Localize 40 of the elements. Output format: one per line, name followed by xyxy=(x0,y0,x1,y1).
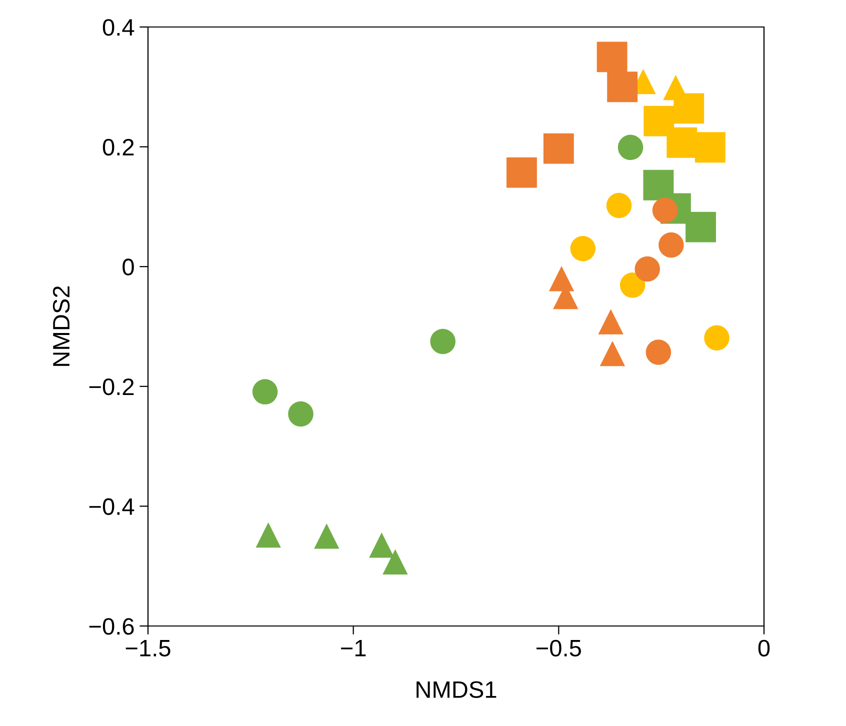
point xyxy=(666,127,698,158)
point xyxy=(607,72,638,102)
point xyxy=(658,232,684,258)
y-tick-label: −0.6 xyxy=(89,618,134,635)
y-tick-label: 0.2 xyxy=(102,138,134,156)
point xyxy=(674,93,704,124)
point xyxy=(314,524,340,549)
point xyxy=(288,401,314,427)
x-tick-label: −1 xyxy=(341,640,366,656)
x-tick-label: −0.5 xyxy=(536,640,581,657)
point xyxy=(598,309,624,334)
point xyxy=(618,134,644,160)
y-tick-label: −0.4 xyxy=(89,498,134,515)
point xyxy=(543,133,574,164)
point xyxy=(506,157,537,188)
point xyxy=(704,325,730,350)
y-tick-label: −0.2 xyxy=(89,378,134,396)
y-tick-label: 0.4 xyxy=(102,19,134,36)
point xyxy=(686,212,716,242)
point xyxy=(596,42,628,72)
point xyxy=(606,192,632,218)
point xyxy=(646,340,672,365)
x-tick-label: −1.5 xyxy=(126,640,170,657)
point xyxy=(570,236,596,262)
point xyxy=(382,549,408,575)
point xyxy=(600,340,626,366)
x-axis-title: NMDS1 xyxy=(416,681,496,698)
point xyxy=(548,266,574,292)
point xyxy=(256,522,281,548)
point xyxy=(694,132,726,163)
y-tick-label: 0 xyxy=(122,258,134,276)
point xyxy=(644,106,674,136)
point xyxy=(634,256,660,282)
y-axis-title: NMDS2 xyxy=(52,286,70,366)
point xyxy=(620,272,646,298)
point xyxy=(252,379,278,404)
point xyxy=(430,328,456,354)
x-tick-label: 0 xyxy=(758,640,770,657)
point xyxy=(369,532,394,558)
point xyxy=(643,170,674,200)
